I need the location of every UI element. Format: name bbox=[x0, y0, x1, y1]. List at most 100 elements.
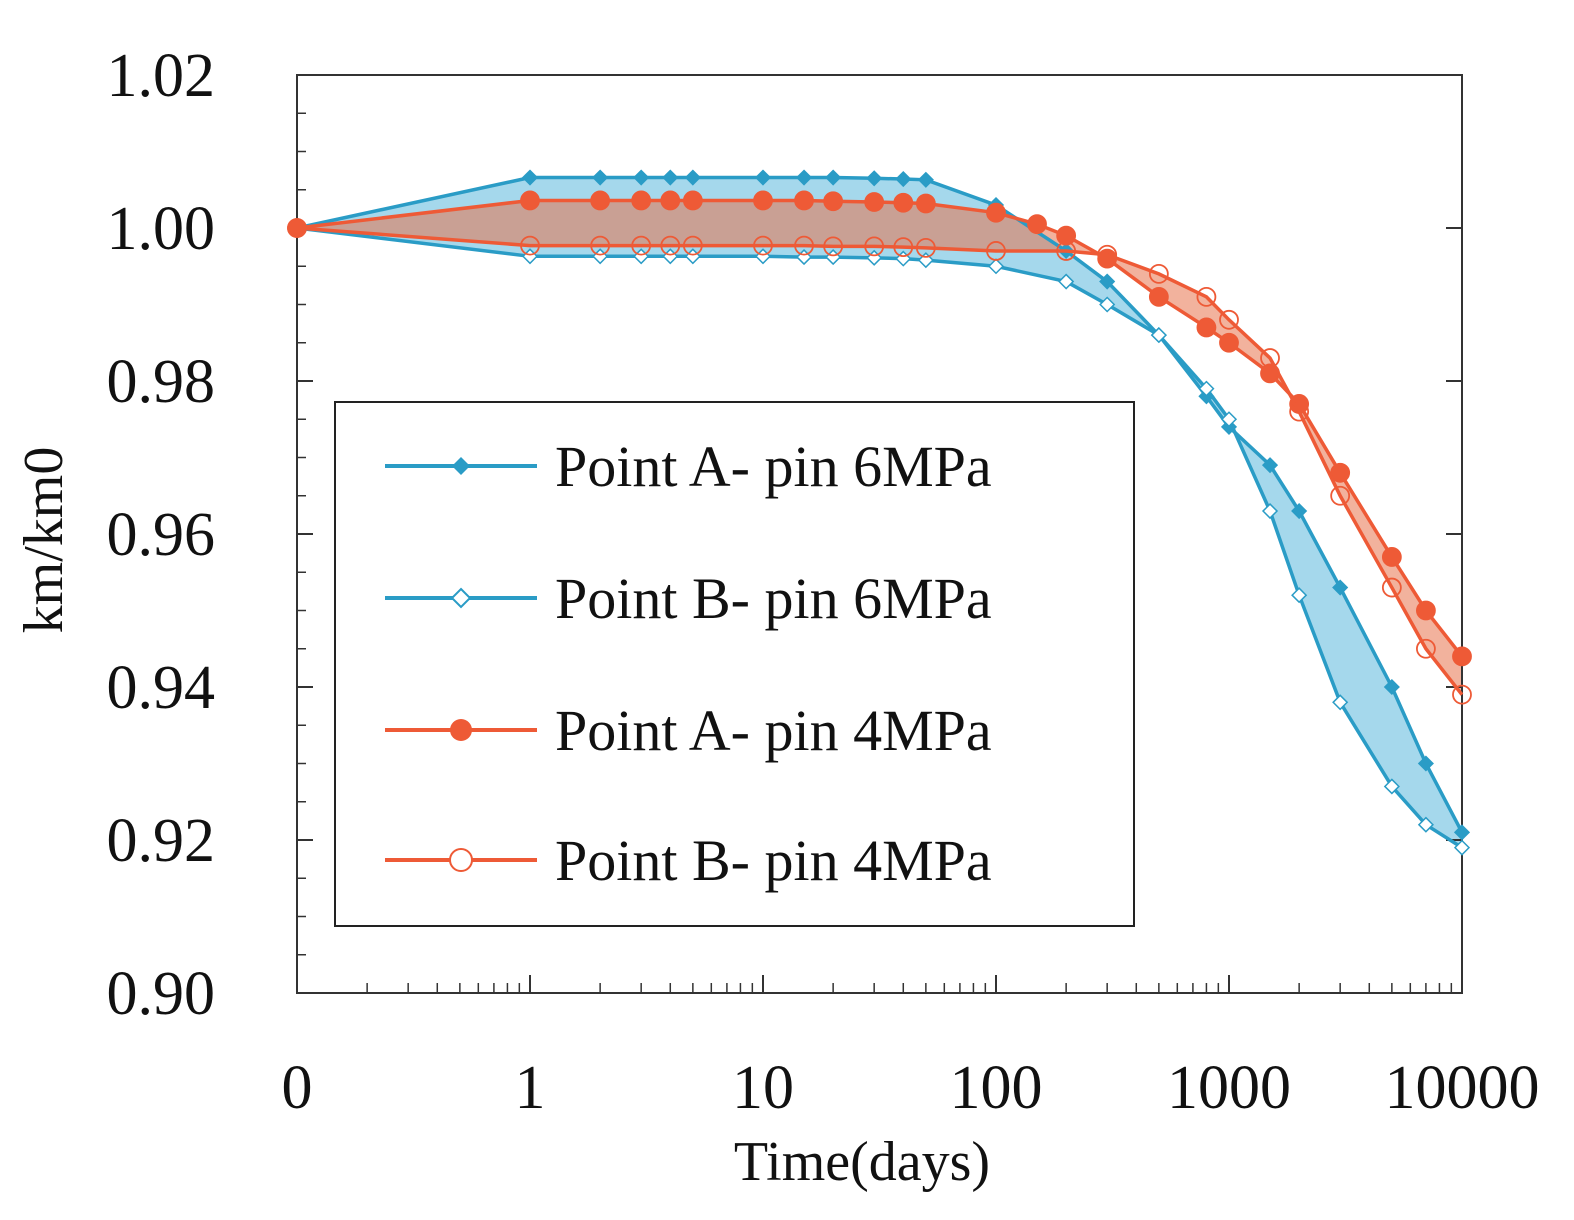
data-point-point-b-4mpa bbox=[864, 236, 885, 257]
y-tick-label: 1.00 bbox=[107, 195, 216, 263]
data-point-point-a-6mpa bbox=[1099, 273, 1116, 290]
x-axis-title: Time(days) bbox=[734, 1131, 990, 1193]
data-point-point-b-6mpa bbox=[1058, 273, 1075, 290]
data-point-point-b-6mpa bbox=[1150, 327, 1167, 344]
data-point-point-a-4mpa bbox=[1452, 646, 1472, 667]
legend-marker-hollow-diamond bbox=[450, 587, 472, 609]
axes: 0.90 0.92 0.94 0.96 0.98 1.00 1.02 0 1 10 100 1000 1… bbox=[107, 42, 1540, 1122]
data-point-point-a-4mpa bbox=[1027, 214, 1047, 235]
legend-box bbox=[334, 401, 1135, 927]
data-point-point-b-4mpa bbox=[753, 235, 773, 256]
data-point-point-b-4mpa bbox=[1097, 244, 1118, 265]
data-point-point-a-4mpa bbox=[915, 193, 936, 214]
data-point-point-a-6mpa bbox=[1383, 678, 1400, 696]
data-point-point-b-4mpa bbox=[1056, 241, 1077, 261]
legend-label-point-a-4mpa: Point A- pin 4MPa bbox=[555, 698, 992, 763]
data-point-point-b-6mpa bbox=[1099, 296, 1116, 313]
data-point-point-a-4mpa bbox=[1196, 317, 1217, 338]
data-point-point-a-6mpa bbox=[592, 169, 609, 186]
y-tick-label: 0.98 bbox=[107, 348, 216, 416]
data-point-point-a-6mpa bbox=[1291, 502, 1308, 520]
y-tick-label: 1.02 bbox=[107, 42, 216, 110]
data-point-point-a-4mpa bbox=[631, 190, 652, 211]
data-point-point-b-4mpa bbox=[1416, 638, 1436, 659]
data-point-point-a-4mpa bbox=[986, 202, 1006, 223]
data-point-point-a-4mpa bbox=[660, 190, 681, 211]
data-point-point-b-4mpa bbox=[520, 235, 540, 256]
data-point-point-a-4mpa bbox=[794, 190, 814, 211]
legend-item-point-a-4mpa: Point A- pin 4MPa bbox=[385, 698, 992, 763]
y-tick-label: 0.94 bbox=[107, 654, 216, 722]
y-axis-title: km/km0 bbox=[13, 447, 75, 634]
y-tick-label: 0.96 bbox=[107, 501, 216, 569]
y-tick-label: 0.92 bbox=[107, 807, 216, 875]
data-point-point-b-6mpa bbox=[1220, 411, 1238, 428]
data-point-point-b-6mpa bbox=[1383, 778, 1400, 795]
legend-item-point-b-4mpa: Point B- pin 4MPa bbox=[385, 828, 992, 893]
data-point-point-a-6mpa bbox=[754, 169, 772, 186]
data-point-point-b-4mpa bbox=[893, 237, 914, 258]
data-point-point-a-6mpa bbox=[684, 169, 701, 186]
series-point-b-4mpa bbox=[287, 218, 1472, 705]
legend-marker-hollow-circle bbox=[449, 848, 473, 872]
legend: Point A- pin 6MPa Point B- pin 6MPa Poin… bbox=[334, 401, 1135, 927]
data-point-point-b-4mpa bbox=[287, 218, 307, 238]
data-point-point-a-6mpa bbox=[825, 169, 842, 186]
series-line-point-b-4mpa bbox=[296, 226, 1464, 696]
data-point-point-b-4mpa bbox=[1330, 485, 1351, 506]
data-point-point-a-4mpa bbox=[823, 191, 844, 212]
data-point-point-a-4mpa bbox=[520, 190, 540, 211]
legend-label-point-b-6mpa: Point B- pin 6MPa bbox=[555, 566, 992, 631]
data-point-point-a-4mpa bbox=[893, 192, 914, 213]
data-point-point-a-4mpa bbox=[1381, 547, 1402, 567]
series-layer bbox=[287, 169, 1472, 856]
data-point-point-a-6mpa bbox=[662, 169, 679, 186]
data-point-point-a-4mpa bbox=[1219, 332, 1239, 353]
data-point-point-a-6mpa bbox=[1453, 824, 1471, 841]
legend-marker-filled-diamond bbox=[452, 457, 470, 475]
data-point-point-a-6mpa bbox=[633, 169, 650, 186]
data-point-point-a-4mpa bbox=[753, 190, 773, 211]
data-point-point-b-4mpa bbox=[590, 235, 611, 256]
data-point-point-a-4mpa bbox=[1416, 600, 1436, 621]
data-point-point-b-4mpa bbox=[682, 235, 703, 256]
data-point-point-b-4mpa bbox=[660, 235, 681, 256]
x-tick-label: 1000 bbox=[1167, 1054, 1291, 1122]
data-point-point-b-4mpa bbox=[1381, 577, 1402, 598]
data-point-point-a-6mpa bbox=[917, 171, 934, 188]
x-tick-label: 0 bbox=[282, 1054, 313, 1122]
data-point-point-b-4mpa bbox=[631, 235, 652, 256]
x-tick-label: 1 bbox=[515, 1054, 546, 1122]
legend-label-point-a-6mpa: Point A- pin 6MPa bbox=[555, 434, 992, 499]
data-point-point-a-6mpa bbox=[1417, 755, 1434, 772]
x-tick-label: 10000 bbox=[1385, 1054, 1540, 1122]
data-point-point-b-4mpa bbox=[823, 236, 844, 257]
data-point-point-a-4mpa bbox=[682, 190, 703, 211]
legend-label-point-b-4mpa: Point B- pin 4MPa bbox=[555, 828, 992, 893]
data-point-point-b-6mpa bbox=[1453, 839, 1471, 856]
legend-item-point-a-6mpa: Point A- pin 6MPa bbox=[385, 434, 992, 499]
data-point-point-a-4mpa bbox=[1330, 462, 1351, 483]
data-point-point-a-6mpa bbox=[866, 170, 883, 187]
data-point-point-b-4mpa bbox=[1289, 401, 1310, 422]
x-tick-label: 100 bbox=[950, 1054, 1043, 1122]
data-point-point-a-6mpa bbox=[895, 170, 912, 188]
data-point-point-a-4mpa bbox=[1148, 286, 1169, 307]
legend-item-point-b-6mpa: Point B- pin 6MPa bbox=[385, 566, 992, 631]
data-point-point-b-4mpa bbox=[915, 237, 936, 258]
data-point-point-b-6mpa bbox=[1417, 816, 1434, 833]
data-point-point-b-4mpa bbox=[794, 235, 814, 256]
data-point-point-a-4mpa bbox=[590, 190, 611, 211]
data-point-point-a-6mpa bbox=[795, 169, 813, 186]
data-point-point-b-4mpa bbox=[1219, 309, 1239, 330]
data-point-point-b-6mpa bbox=[1332, 694, 1349, 711]
data-point-point-a-6mpa bbox=[1261, 457, 1279, 474]
data-point-point-b-6mpa bbox=[987, 258, 1005, 275]
data-point-point-b-6mpa bbox=[1261, 502, 1279, 520]
series-point-a-4mpa bbox=[287, 190, 1472, 667]
data-point-point-b-4mpa bbox=[1148, 263, 1169, 284]
data-point-point-b-4mpa bbox=[986, 241, 1006, 261]
data-point-point-b-4mpa bbox=[1452, 684, 1472, 705]
data-point-point-a-6mpa bbox=[1332, 579, 1349, 596]
